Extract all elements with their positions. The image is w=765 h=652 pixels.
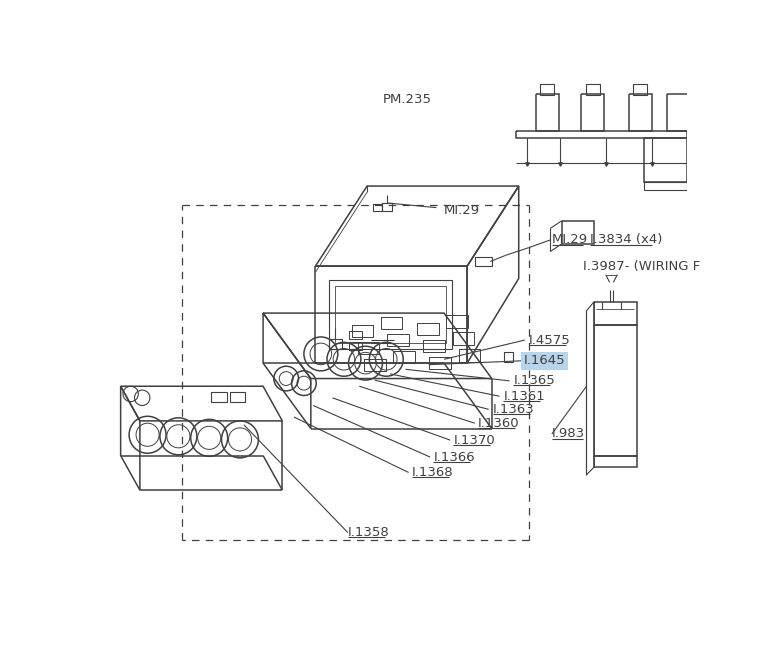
Text: MI.29: MI.29 bbox=[444, 204, 480, 217]
Text: I.1365: I.1365 bbox=[513, 374, 555, 387]
Text: I.1370: I.1370 bbox=[454, 434, 495, 447]
Text: PM.235: PM.235 bbox=[382, 93, 431, 106]
Bar bbox=[328, 280, 452, 349]
Text: I.3987- (WIRING F: I.3987- (WIRING F bbox=[583, 260, 700, 273]
Text: MI.29: MI.29 bbox=[552, 233, 588, 246]
Bar bbox=[335, 286, 445, 343]
Text: I.3834 (x4): I.3834 (x4) bbox=[591, 233, 662, 246]
Text: I.1366: I.1366 bbox=[433, 451, 475, 464]
Text: I.4575: I.4575 bbox=[529, 334, 571, 347]
Text: I.1360: I.1360 bbox=[478, 417, 519, 430]
Text: I.1358: I.1358 bbox=[348, 526, 389, 539]
Text: I.983: I.983 bbox=[552, 428, 585, 441]
Text: I.1363: I.1363 bbox=[493, 403, 534, 416]
Text: I.1645: I.1645 bbox=[524, 354, 566, 367]
Text: I.1361: I.1361 bbox=[503, 390, 545, 403]
Text: I.1368: I.1368 bbox=[412, 466, 454, 479]
